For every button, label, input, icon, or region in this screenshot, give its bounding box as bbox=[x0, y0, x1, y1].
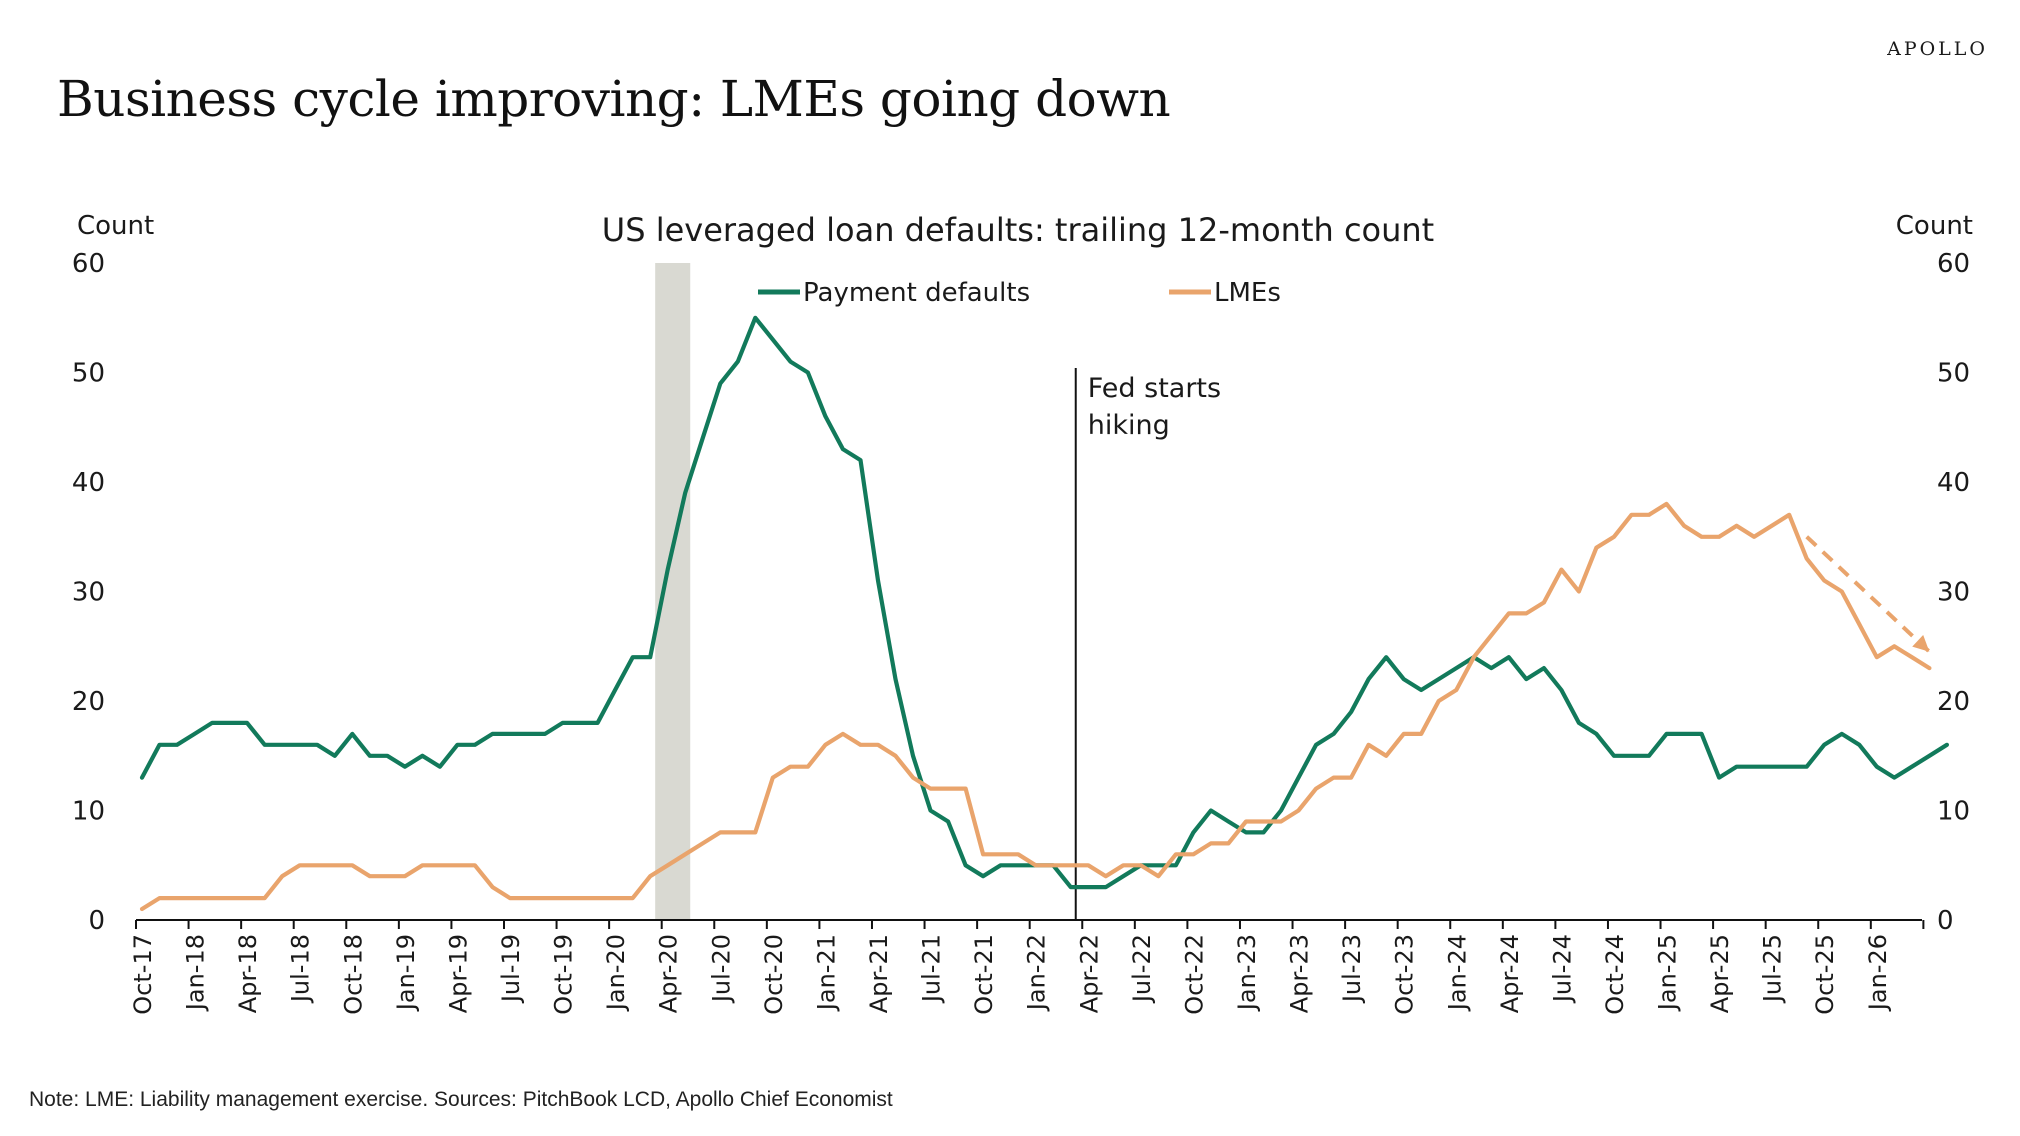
page-title: Business cycle improving: LMEs going dow… bbox=[57, 70, 1171, 128]
x-tick-label: Jan-18 bbox=[182, 934, 210, 1012]
x-tick-label: Apr-22 bbox=[1075, 934, 1103, 1013]
fed-annotation-text: hiking bbox=[1088, 410, 1170, 441]
x-tick-label: Apr-23 bbox=[1286, 934, 1314, 1013]
y-tick-label-right: 20 bbox=[1937, 687, 1970, 717]
y-tick-label-left: 10 bbox=[72, 797, 105, 827]
x-tick-label: Jul-18 bbox=[287, 934, 315, 1004]
y-tick-label-right: 30 bbox=[1937, 578, 1970, 608]
x-tick-label: Jan-26 bbox=[1864, 934, 1892, 1012]
x-tick-label: Jul-21 bbox=[918, 934, 946, 1004]
x-tick-label: Apr-19 bbox=[444, 934, 472, 1013]
x-tick-label: Apr-25 bbox=[1706, 934, 1734, 1013]
series-line-lmes bbox=[139, 501, 1932, 912]
brand-logo: APOLLO bbox=[1887, 38, 1988, 60]
y-tick-label-left: 40 bbox=[72, 468, 105, 498]
x-tick-label: Jan-25 bbox=[1654, 934, 1682, 1012]
x-tick-label: Apr-21 bbox=[865, 934, 893, 1013]
y-tick-label-right: 0 bbox=[1937, 906, 1954, 936]
y-tick-label-left: 60 bbox=[72, 249, 105, 279]
y-tick-label-right: 60 bbox=[1937, 249, 1970, 279]
y-tick-label-left: 30 bbox=[72, 578, 105, 608]
x-tick-label: Jul-22 bbox=[1128, 934, 1156, 1004]
x-tick-label: Oct-25 bbox=[1811, 934, 1839, 1015]
x-tick-label: Jul-23 bbox=[1338, 934, 1366, 1004]
x-tick-label: Jan-22 bbox=[1023, 934, 1051, 1012]
series-line-payment-defaults bbox=[139, 315, 1950, 890]
x-tick-label: Oct-17 bbox=[129, 934, 157, 1015]
recession-shading bbox=[655, 263, 691, 920]
x-tick-label: Jul-25 bbox=[1759, 934, 1787, 1004]
x-tick-label: Oct-19 bbox=[550, 934, 578, 1015]
chart-title: US leveraged loan defaults: trailing 12-… bbox=[602, 211, 1434, 249]
y-tick-label-left: 0 bbox=[88, 906, 105, 936]
x-tick-label: Oct-24 bbox=[1601, 934, 1629, 1015]
x-tick-label: Apr-20 bbox=[655, 934, 683, 1013]
legend-label: Payment defaults bbox=[803, 278, 1030, 308]
x-tick-label: Jan-20 bbox=[602, 934, 630, 1012]
x-tick-label: Oct-20 bbox=[760, 934, 788, 1015]
x-tick-label: Apr-18 bbox=[234, 934, 262, 1013]
legend-label: LMEs bbox=[1214, 278, 1281, 308]
fed-annotation-text: Fed starts bbox=[1088, 373, 1221, 404]
y-tick-label-right: 50 bbox=[1937, 359, 1970, 389]
x-tick-label: Jan-19 bbox=[392, 934, 420, 1012]
x-tick-label: Jan-23 bbox=[1233, 934, 1261, 1012]
trend-arrow-head bbox=[1912, 634, 1930, 652]
x-tick-label: Jan-24 bbox=[1443, 934, 1471, 1012]
x-tick-label: Oct-21 bbox=[970, 934, 998, 1015]
x-tick-label: Oct-23 bbox=[1391, 934, 1419, 1015]
footnote: Note: LME: Liability management exercise… bbox=[29, 1088, 893, 1111]
y-tick-label-left: 20 bbox=[72, 687, 105, 717]
y-tick-label-right: 40 bbox=[1937, 468, 1970, 498]
y-axis-label-right: Count bbox=[1896, 211, 1973, 241]
x-tick-label: Apr-24 bbox=[1496, 934, 1524, 1013]
x-tick-label: Jul-24 bbox=[1548, 934, 1576, 1004]
y-tick-label-left: 50 bbox=[72, 359, 105, 389]
x-tick-label: Jan-21 bbox=[812, 934, 840, 1012]
x-tick-label: Jul-20 bbox=[707, 934, 735, 1004]
x-tick-label: Jul-19 bbox=[497, 934, 525, 1004]
x-tick-label: Oct-22 bbox=[1180, 934, 1208, 1015]
trend-arrow-line bbox=[1805, 535, 1931, 654]
x-tick-label: Oct-18 bbox=[339, 934, 367, 1015]
y-axis-label-left: Count bbox=[77, 211, 154, 241]
y-tick-label-right: 10 bbox=[1937, 797, 1970, 827]
